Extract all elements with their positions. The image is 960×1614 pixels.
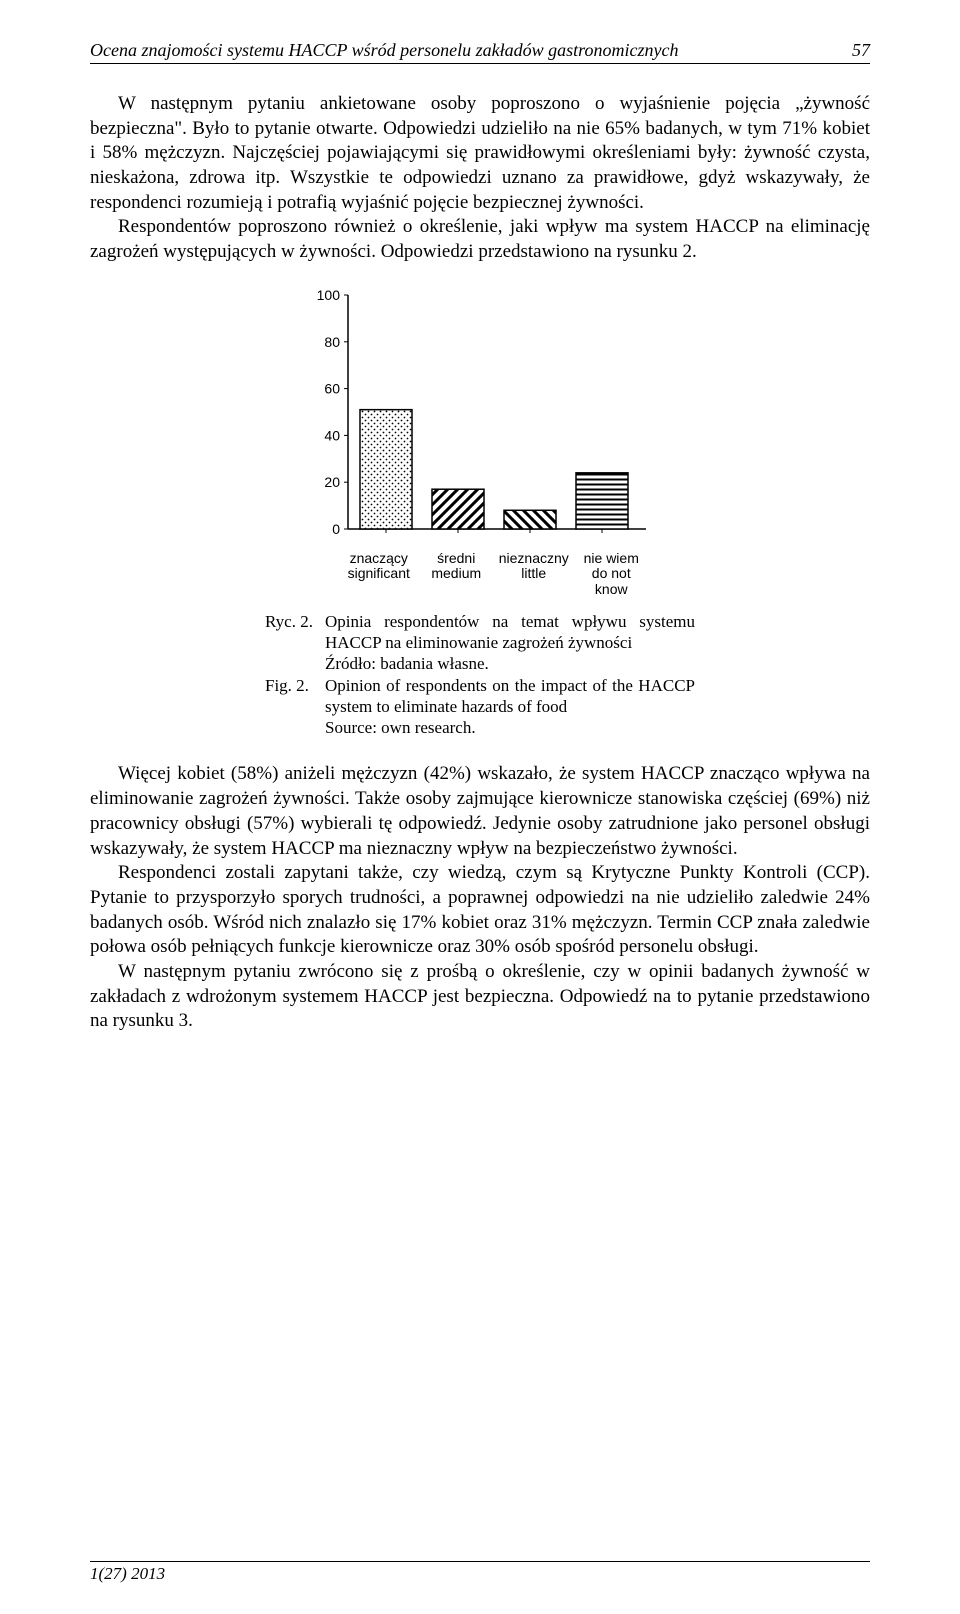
page: Ocena znajomości systemu HACCP wśród per… <box>0 0 960 1614</box>
paragraph-3: Więcej kobiet (58%) aniżeli mężczyzn (42… <box>90 762 870 861</box>
chart-category-label: nieznacznylittle <box>499 551 569 597</box>
running-header: Ocena znajomości systemu HACCP wśród per… <box>90 40 870 64</box>
header-title: Ocena znajomości systemu HACCP wśród per… <box>90 40 678 61</box>
paragraph-2: Respondentów poproszono również o określ… <box>90 215 870 264</box>
chart-x-labels: znaczącysignificantśrednimediumnieznaczn… <box>310 551 650 597</box>
svg-text:20: 20 <box>324 474 340 490</box>
chart-category-label: znaczącysignificant <box>344 551 414 597</box>
page-footer: 1(27) 2013 <box>90 1561 870 1584</box>
chart-category-label: nie wiemdo not know <box>576 551 646 597</box>
svg-text:40: 40 <box>324 427 340 443</box>
fig-label: Fig. 2. <box>265 675 325 718</box>
paragraph-5: W następnym pytaniu zwrócono się z prośb… <box>90 960 870 1034</box>
fig-text: Opinion of respondents on the impact of … <box>325 675 695 718</box>
svg-text:100: 100 <box>317 287 341 303</box>
svg-text:0: 0 <box>332 521 340 537</box>
paragraph-4: Respondenci zostali zapytani także, czy … <box>90 861 870 960</box>
header-page-number: 57 <box>852 40 870 61</box>
ryc-label: Ryc. 2. <box>265 611 325 654</box>
ryc-source: Źródło: badania własne. <box>265 653 695 674</box>
svg-text:80: 80 <box>324 334 340 350</box>
body-top: W następnym pytaniu ankietowane osoby po… <box>90 92 870 265</box>
bar-chart: 0 20 40 60 80 100 <box>310 287 650 547</box>
chart-figure: 0 20 40 60 80 100 znaczącysignificantśrednime… <box>310 287 650 597</box>
footer-text: 1(27) 2013 <box>90 1564 165 1583</box>
figure-caption: Ryc. 2. Opinia respondentów na temat wpł… <box>265 611 695 739</box>
ryc-text: Opinia respondentów na temat wpływu syst… <box>325 611 695 654</box>
svg-text:60: 60 <box>324 380 340 396</box>
chart-category-label: średnimedium <box>421 551 491 597</box>
fig-source: Source: own research. <box>265 717 695 738</box>
paragraph-1: W następnym pytaniu ankietowane osoby po… <box>90 92 870 215</box>
body-bottom: Więcej kobiet (58%) aniżeli mężczyzn (42… <box>90 762 870 1034</box>
